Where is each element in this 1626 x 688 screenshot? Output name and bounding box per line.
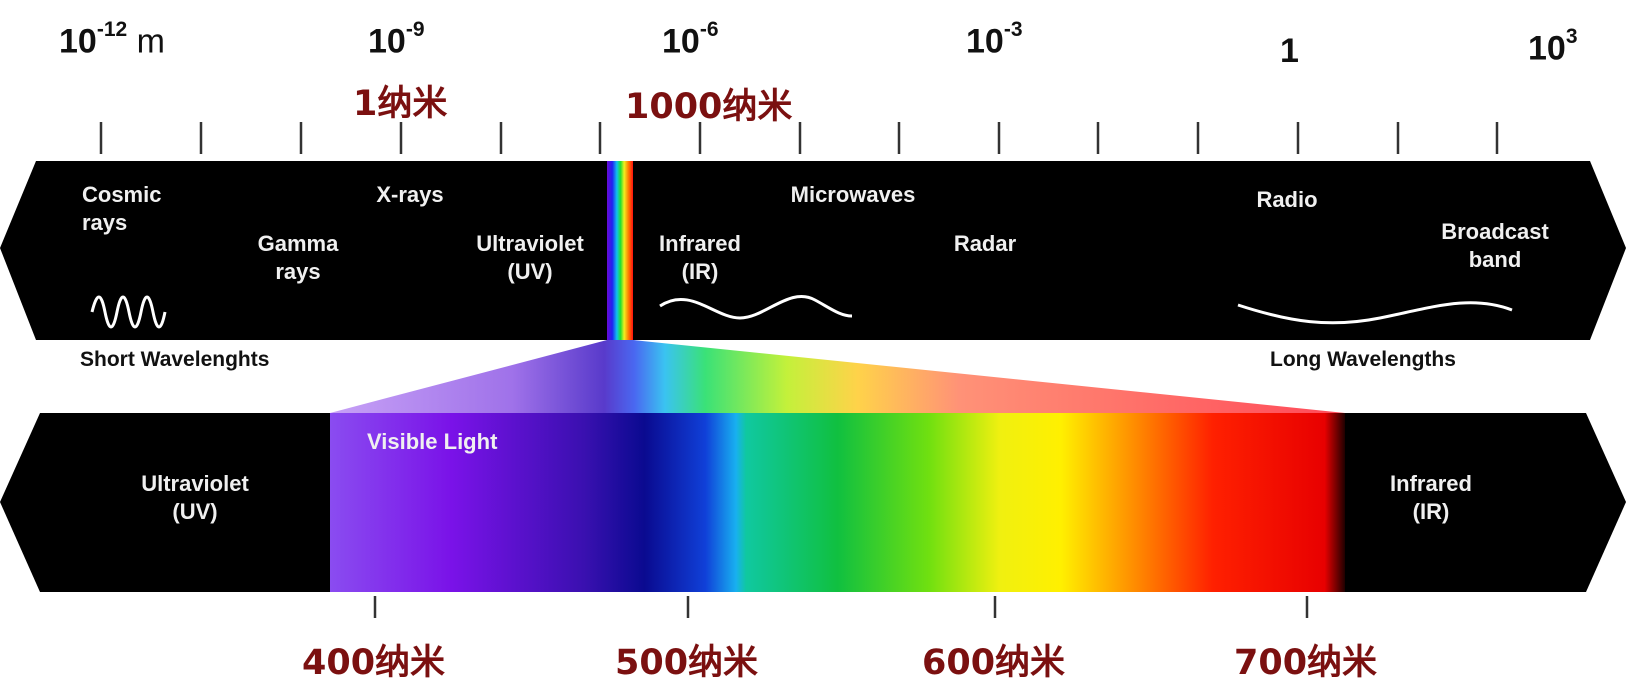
nm-label-1000: 1000纳米 [625,87,793,127]
band-radio: Radio [1256,187,1318,212]
medium-wave-icon [659,295,853,320]
band-infrared: Infrared (IR) [659,231,741,284]
scale-label-1e-6: 10-6 [662,18,719,61]
band-gamma-rays: Gamma rays [257,231,339,284]
bottom-scale-ticks [373,596,1309,618]
wavelength-label-500nm: 500纳米 [615,643,759,683]
long-wave-icon [1237,301,1513,325]
visible-light-fan [330,340,1345,413]
band-ultraviolet: Ultraviolet (UV) [476,231,584,284]
band-x-rays: X-rays [376,182,444,207]
band-radar: Radar [953,231,1017,256]
top-scale-ticks [99,122,1499,154]
wavelength-label-400nm: 400纳米 [302,643,446,683]
visible-light-strip [607,161,633,340]
band-broadcast: Broadcast band [1441,219,1549,272]
scale-label-1: 1 [1280,32,1299,70]
wavelength-label-700nm: 700纳米 [1234,643,1378,683]
short-wave-icon [90,295,167,329]
lower-band-infrared: Infrared (IR) [1390,471,1472,524]
nm-label-1: 1纳米 [353,84,448,124]
short-wavelengths-label: Short Wavelenghts [80,348,270,371]
scale-label-1e3: 103 [1528,25,1578,68]
lower-band-ultraviolet: Ultraviolet (UV) [141,471,249,524]
wavelength-label-600nm: 600纳米 [922,643,1066,683]
scale-label-1e-12: 10-12 m [59,18,165,61]
band-microwaves: Microwaves [790,182,916,207]
visible-light-title: Visible Light [367,429,498,454]
scale-label-1e-3: 10-3 [966,18,1023,61]
scale-label-1e-9: 10-9 [368,18,425,61]
visible-light-gradient [330,413,1345,592]
long-wavelengths-label: Long Wavelengths [1270,348,1456,371]
band-cosmic-rays: Cosmic rays [82,182,162,235]
em-spectrum-band [0,161,1626,340]
